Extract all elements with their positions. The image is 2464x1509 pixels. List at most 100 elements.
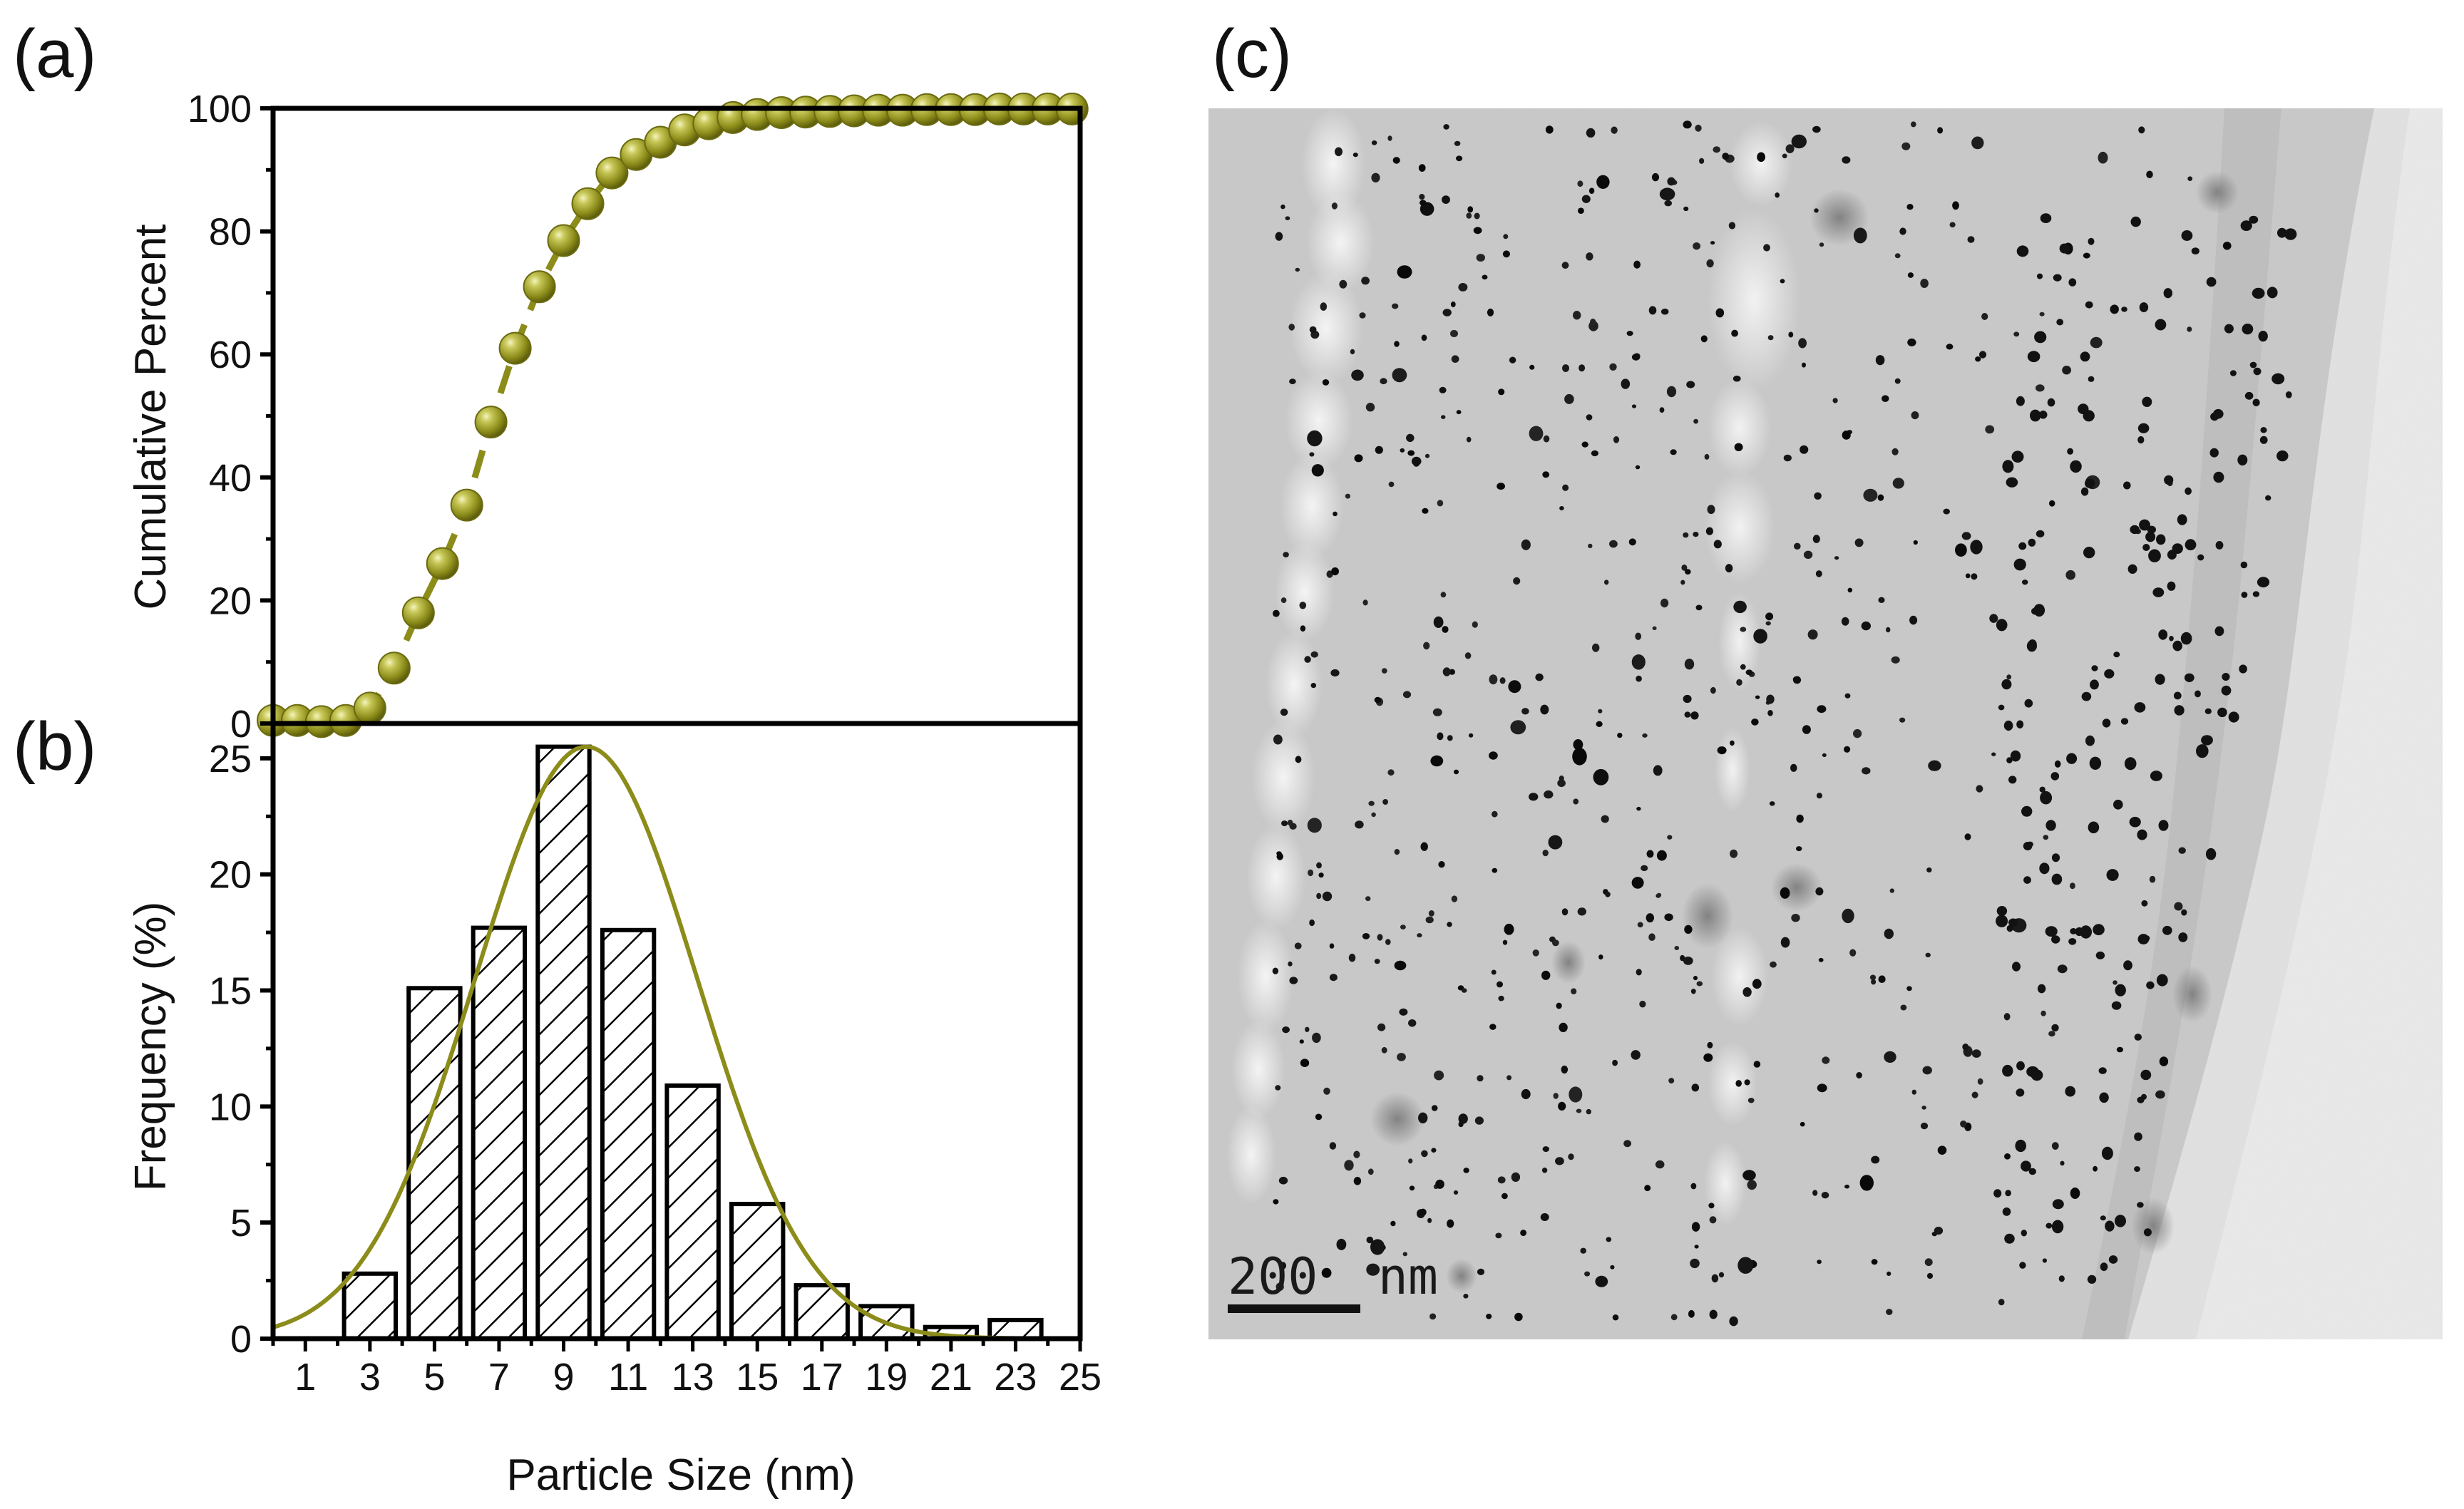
nanoparticle: [2221, 685, 2232, 696]
nanoparticle: [2181, 909, 2187, 916]
nanoparticle: [1431, 1105, 1438, 1111]
nanoparticle: [1791, 134, 1807, 149]
nanoparticle: [2148, 549, 2161, 562]
nanoparticle: [1713, 540, 1722, 549]
cumulative-series-line: [273, 105, 1072, 725]
nanoparticle: [1849, 949, 1857, 957]
nanoparticle: [2191, 247, 2199, 254]
nanoparticle: [1568, 1153, 1574, 1160]
nanoparticle: [1289, 378, 1296, 384]
nanoparticle: [2124, 757, 2137, 771]
nanoparticle: [1821, 1192, 1829, 1199]
nanoparticle: [2130, 216, 2141, 227]
histogram-bar: [535, 744, 592, 1341]
nanoparticle: [1732, 375, 1741, 382]
nanoparticle: [2070, 882, 2075, 890]
nanoparticle: [1419, 194, 1425, 200]
nanoparticle: [1588, 543, 1593, 549]
nanoparticle: [1740, 664, 1746, 670]
nanoparticle: [2080, 351, 2090, 362]
nanoparticle: [2042, 1258, 2047, 1263]
nanoparticle: [2185, 487, 2192, 495]
nanoparticle: [2051, 935, 2060, 944]
nanoparticle: [1407, 450, 1415, 456]
nanoparticle: [1542, 850, 1549, 857]
nanoparticle: [1800, 1121, 1805, 1127]
nanoparticle: [1439, 386, 1447, 393]
nanoparticle: [1891, 448, 1899, 455]
nanoparticle: [2037, 984, 2046, 994]
nanoparticle: [1400, 925, 1406, 929]
nanoparticle: [1450, 302, 1456, 307]
nanoparticle: [1310, 651, 1318, 658]
nanoparticle: [1345, 493, 1350, 499]
nanoparticle: [1454, 140, 1461, 146]
nanoparticle: [1423, 642, 1430, 650]
nanoparticle: [1745, 669, 1753, 676]
nanoparticle: [2228, 711, 2239, 723]
nanoparticle: [1683, 532, 1689, 538]
nanoparticle: [1561, 262, 1569, 269]
nanoparticle: [1535, 673, 1544, 681]
nanoparticle: [1562, 484, 1569, 491]
nanoparticle: [1489, 674, 1498, 685]
nanoparticle: [1521, 1088, 1531, 1100]
y-tick-label-a: 20: [209, 580, 252, 622]
nanoparticle: [1822, 753, 1827, 757]
x-tick-label: 13: [672, 1356, 714, 1399]
nanoparticle: [2016, 1088, 2025, 1097]
nanoparticle: [2249, 215, 2259, 224]
nanoparticle: [2016, 245, 2029, 257]
nanoparticle: [1295, 756, 1302, 763]
nanoparticle: [1514, 1312, 1523, 1322]
nanoparticle: [1683, 120, 1692, 129]
nanoparticle: [2057, 964, 2068, 974]
nanoparticle: [1859, 1175, 1874, 1191]
nanoparticle: [1421, 334, 1427, 341]
nanoparticle: [1631, 354, 1641, 361]
nanoparticle: [1305, 1026, 1310, 1033]
nanoparticle: [2184, 673, 2194, 682]
nanoparticle: [1684, 925, 1693, 934]
nanoparticle: [2150, 771, 2162, 781]
nanoparticle: [2088, 821, 2100, 834]
nanoparticle: [1817, 1260, 1822, 1265]
nanoparticle: [2229, 370, 2237, 376]
y-tick-label-a: 60: [209, 334, 252, 376]
nanoparticle: [2018, 542, 2027, 550]
nanoparticle: [1581, 441, 1588, 448]
nanoparticle: [1690, 711, 1699, 720]
nanoparticle: [2155, 319, 2167, 331]
nanoparticle: [1456, 410, 1462, 415]
nanoparticle: [2134, 702, 2146, 713]
nanoparticle: [1747, 1098, 1755, 1103]
nanoparticle: [1281, 820, 1288, 827]
nanoparticle: [2145, 532, 2156, 542]
histogram-bars: [342, 744, 1044, 1341]
nanoparticle: [2099, 1092, 2109, 1103]
nanoparticle: [1853, 728, 1862, 738]
nanoparticle: [2137, 829, 2147, 840]
nanoparticle: [2146, 170, 2153, 179]
nanoparticle: [1664, 913, 1673, 922]
nanoparticle: [1425, 916, 1434, 924]
nanoparticle: [1816, 793, 1822, 799]
nanoparticle: [1648, 306, 1657, 315]
nanoparticle: [1660, 598, 1669, 608]
nanoparticle: [1659, 407, 1665, 413]
nanoparticle: [1962, 1044, 1969, 1051]
nanoparticle: [2142, 396, 2152, 407]
nanoparticle: [2040, 1010, 2046, 1016]
nanoparticle: [1791, 914, 1800, 922]
nanoparticle: [1569, 1086, 1583, 1103]
nanoparticle: [2134, 1034, 2142, 1041]
nanoparticle: [1513, 577, 1521, 585]
nanoparticle: [1690, 1258, 1700, 1269]
nanoparticle: [2016, 396, 2025, 406]
nanoparticle: [1400, 448, 1405, 453]
x-tick-label: 11: [608, 1356, 648, 1399]
nanoparticle: [2091, 665, 2098, 671]
nanoparticle: [2036, 530, 2045, 538]
nanoparticle: [2174, 902, 2183, 911]
nanoparticle: [1559, 776, 1564, 782]
